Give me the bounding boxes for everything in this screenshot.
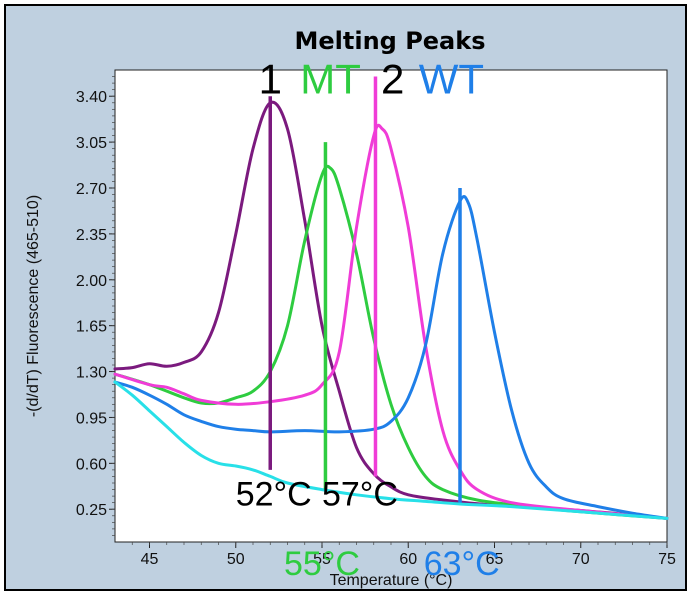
y-axis: 0.25 0.60 0.95 1.30 1.65 2.00 2.35 2.70 3.05 3.40 xyxy=(76,76,115,536)
y-tick-label: 2.35 xyxy=(76,227,107,244)
x-tick-label: 75 xyxy=(658,551,676,568)
y-tick-label: 0.60 xyxy=(76,456,107,473)
plot-area xyxy=(114,69,668,543)
x-tick-label: 70 xyxy=(572,551,590,568)
annotation-label: 1 xyxy=(259,56,282,103)
x-axis-title: Temperature (°C) xyxy=(330,572,453,589)
annotation-label: 55°C xyxy=(284,545,360,583)
x-axis: 45 50 55 60 65 70 75 xyxy=(131,542,676,568)
annotation-label: WT xyxy=(419,56,484,103)
x-tick-label: 45 xyxy=(141,551,159,568)
annotation-label: 57°C xyxy=(322,475,398,513)
y-tick-label: 0.95 xyxy=(76,410,107,427)
y-tick-label: 2.00 xyxy=(76,273,107,290)
y-tick-label: 1.65 xyxy=(76,319,107,336)
series-line-1 xyxy=(113,100,669,520)
annotation-label: MT xyxy=(300,56,361,103)
chart-title: Melting Peaks xyxy=(294,27,485,55)
series-line-3 xyxy=(113,123,669,520)
y-tick-label: 0.25 xyxy=(76,502,107,519)
y-tick-label: 3.05 xyxy=(76,135,107,152)
y-axis-title: -(d/dT) Fluorescence (465-510) xyxy=(25,195,42,417)
annotation-label: 2 xyxy=(381,56,404,103)
annotation-label: 52°C xyxy=(236,475,312,513)
series-line-5 xyxy=(113,380,669,520)
series-layer xyxy=(113,100,669,520)
peak-marker-layer xyxy=(268,76,462,503)
x-tick-label: 55 xyxy=(313,551,331,568)
y-tick-label: 2.70 xyxy=(76,181,107,198)
y-tick-label: 3.40 xyxy=(76,89,107,106)
x-tick-label: 50 xyxy=(227,551,245,568)
x-tick-label: 60 xyxy=(399,551,417,568)
x-tick-label: 65 xyxy=(486,551,504,568)
annotation-layer: 1 MT 2 WT 52°C 57°C 55°C 63°C xyxy=(236,56,500,583)
annotation-label: 63°C xyxy=(424,545,500,583)
y-tick-label: 1.30 xyxy=(76,365,107,382)
series-line-4 xyxy=(113,195,669,520)
